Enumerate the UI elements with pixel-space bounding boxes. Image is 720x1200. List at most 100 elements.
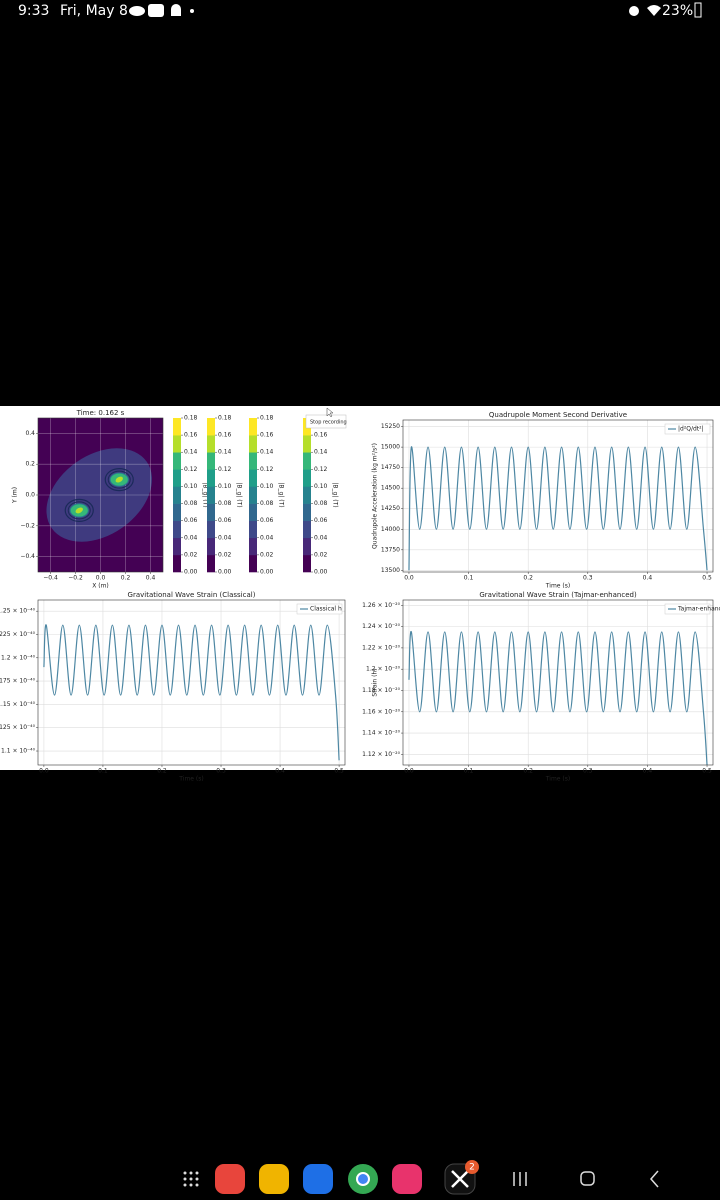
y-tick-label: 0.2 — [25, 461, 35, 468]
x-tick-label: 0.4 — [275, 768, 285, 775]
y-tick-label: 1.2 × 10⁻²⁰ — [366, 666, 401, 673]
apps-button[interactable] — [183, 1171, 199, 1187]
colorbar-band — [207, 554, 215, 573]
colorbar-band — [249, 537, 257, 556]
legend-label: Tajmar-enhanced h — [677, 606, 720, 613]
recents-button[interactable] — [513, 1172, 527, 1186]
y-tick-label: 0.4 — [25, 430, 35, 437]
colorbar-tick-label: 0.08 — [184, 500, 198, 507]
x-axis-label: X (m) — [92, 583, 109, 590]
colorbar-band — [249, 486, 257, 504]
y-tick-label: 1.1 × 10⁻⁴⁰ — [1, 748, 36, 755]
app-logo — [451, 1170, 469, 1188]
tooltip-box — [305, 414, 347, 429]
colorbar-band — [207, 435, 215, 453]
colorbar-tick-label: 0.10 — [314, 483, 328, 490]
colorbar-tick-label: 0.04 — [218, 534, 232, 541]
colorbar-tick-label: 0.04 — [260, 534, 274, 541]
colorbar-tick-label: 0.10 — [260, 483, 274, 490]
colorbar-tick-label: 0.12 — [260, 466, 274, 473]
colorbar-label: |B_g| (T) — [202, 482, 209, 507]
colorbar-band — [173, 452, 181, 470]
date: Fri, May 8 — [60, 3, 128, 19]
colorbar-tick-label: 0.08 — [260, 500, 274, 507]
y-tick-label: 14000 — [381, 526, 400, 533]
x-tick-label: 0.3 — [216, 768, 226, 775]
colorbar-band — [303, 554, 311, 573]
home-button[interactable] — [580, 1171, 595, 1186]
source-core — [75, 507, 83, 514]
x-tick-label: −0.2 — [68, 575, 83, 582]
colorbar-band — [249, 452, 257, 470]
battery-level: 23% — [662, 3, 693, 19]
x-tick-label: −0.4 — [43, 575, 58, 582]
colorbar-band — [303, 486, 311, 504]
y-tick-label: 15000 — [381, 444, 400, 451]
colorbar-label: |B_g| (T) — [236, 482, 243, 507]
x-tick-label: 0.4 — [643, 768, 653, 775]
colorbar-tick-label: 0.00 — [218, 569, 232, 576]
colorbar-tick-label: 0.14 — [260, 449, 274, 456]
y-tick-label: 13750 — [381, 546, 400, 553]
y-tick-label: 1.22 × 10⁻²⁰ — [362, 644, 400, 651]
battery-icon — [694, 2, 702, 18]
x-tick-label: 0.4 — [643, 575, 653, 582]
colorbar-tick-label: 0.10 — [218, 483, 232, 490]
colorbar-band — [173, 520, 181, 539]
colorbar-tick-label: 0.06 — [314, 517, 328, 524]
colorbar-tick-label: 0.06 — [184, 517, 198, 524]
colorbar-band — [303, 520, 311, 539]
axes-frame — [37, 417, 164, 573]
y-tick-label: 15250 — [381, 423, 400, 430]
legend-box — [296, 603, 343, 615]
colorbar-tick-label: 0.04 — [184, 534, 198, 541]
colorbar-tick-label: 0.02 — [218, 551, 232, 558]
colorbar-band — [249, 469, 257, 487]
colorbar-tick-label: 0.02 — [184, 551, 198, 558]
colorbar-tick-label: 0.02 — [260, 551, 274, 558]
x-tick-label: 0.3 — [583, 575, 593, 582]
colorbar-band — [207, 469, 215, 487]
colorbar-band — [303, 452, 311, 470]
colorbar-label: |B_g| (T) — [332, 482, 339, 507]
badge-count: 2 — [469, 1163, 475, 1173]
axes-frame — [37, 599, 346, 766]
y-tick-label: 1.14 × 10⁻²⁰ — [362, 730, 400, 737]
line — [408, 446, 708, 571]
y-tick-label: 14250 — [381, 505, 400, 512]
y-tick-label: 0.0 — [25, 492, 35, 499]
line — [43, 624, 340, 761]
app-icon[interactable] — [259, 1164, 289, 1194]
colorbar-tick-label: 0.16 — [260, 432, 274, 439]
colorbar-band — [303, 469, 311, 487]
x-tick-label: 0.3 — [583, 768, 593, 775]
colorbar-tick-label: 0.12 — [184, 466, 198, 473]
colorbar-band — [173, 554, 181, 573]
colorbar-band — [207, 537, 215, 556]
app-icon[interactable] — [392, 1164, 422, 1194]
x-tick-label: 0.1 — [464, 575, 474, 582]
colorbar-tick-label: 0.14 — [218, 449, 232, 456]
clock: 9:33 — [18, 3, 49, 19]
colorbar-tick-label: 0.18 — [260, 415, 274, 422]
colorbar-tick-label: 0.10 — [184, 483, 198, 490]
colorbar-tick-label: 0.12 — [314, 466, 328, 473]
x-tick-label: 0.0 — [404, 575, 414, 582]
colorbar-tick-label: 0.04 — [314, 534, 328, 541]
x-tick-label: 0.4 — [146, 575, 156, 582]
tooltip: Stop recording — [305, 407, 347, 429]
legend-box — [664, 603, 711, 615]
app-icon[interactable] — [303, 1164, 333, 1194]
y-tick-label: 1.18 × 10⁻²⁰ — [362, 687, 400, 694]
app-icon[interactable] — [215, 1164, 245, 1194]
cursor — [326, 407, 334, 418]
axes-frame — [402, 599, 714, 766]
colorbar-tick-label: 0.06 — [260, 517, 274, 524]
colorbar-tick-label: 0.16 — [184, 432, 198, 439]
back-button[interactable] — [650, 1170, 659, 1188]
colorbar-tick-label: 0.08 — [218, 500, 232, 507]
colorbar-tick-label: 0.14 — [184, 449, 198, 456]
y-tick-label: 1.15 × 10⁻⁴⁰ — [0, 701, 36, 708]
